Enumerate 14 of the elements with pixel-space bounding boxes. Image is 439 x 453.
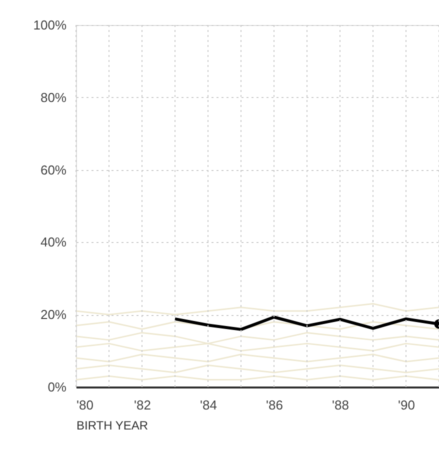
x-tick-label: '84 xyxy=(200,398,217,412)
line-series xyxy=(76,302,439,316)
y-tick-label: 0% xyxy=(48,380,67,394)
y-tick-label: 20% xyxy=(40,307,67,322)
x-axis-title: BIRTH YEAR xyxy=(76,418,148,432)
x-tick-label: '82 xyxy=(134,398,151,412)
x-tick-label: '86 xyxy=(266,398,283,412)
y-tick-label: 40% xyxy=(40,234,67,250)
x-tick-label: '88 xyxy=(332,398,349,412)
y-tick-label: 80% xyxy=(40,90,67,105)
y-tick-label: 60% xyxy=(40,162,67,178)
x-tick-label: '80 xyxy=(76,398,94,412)
x-tick-label: '90 xyxy=(398,398,415,412)
y-tick-label: 100% xyxy=(33,18,67,32)
